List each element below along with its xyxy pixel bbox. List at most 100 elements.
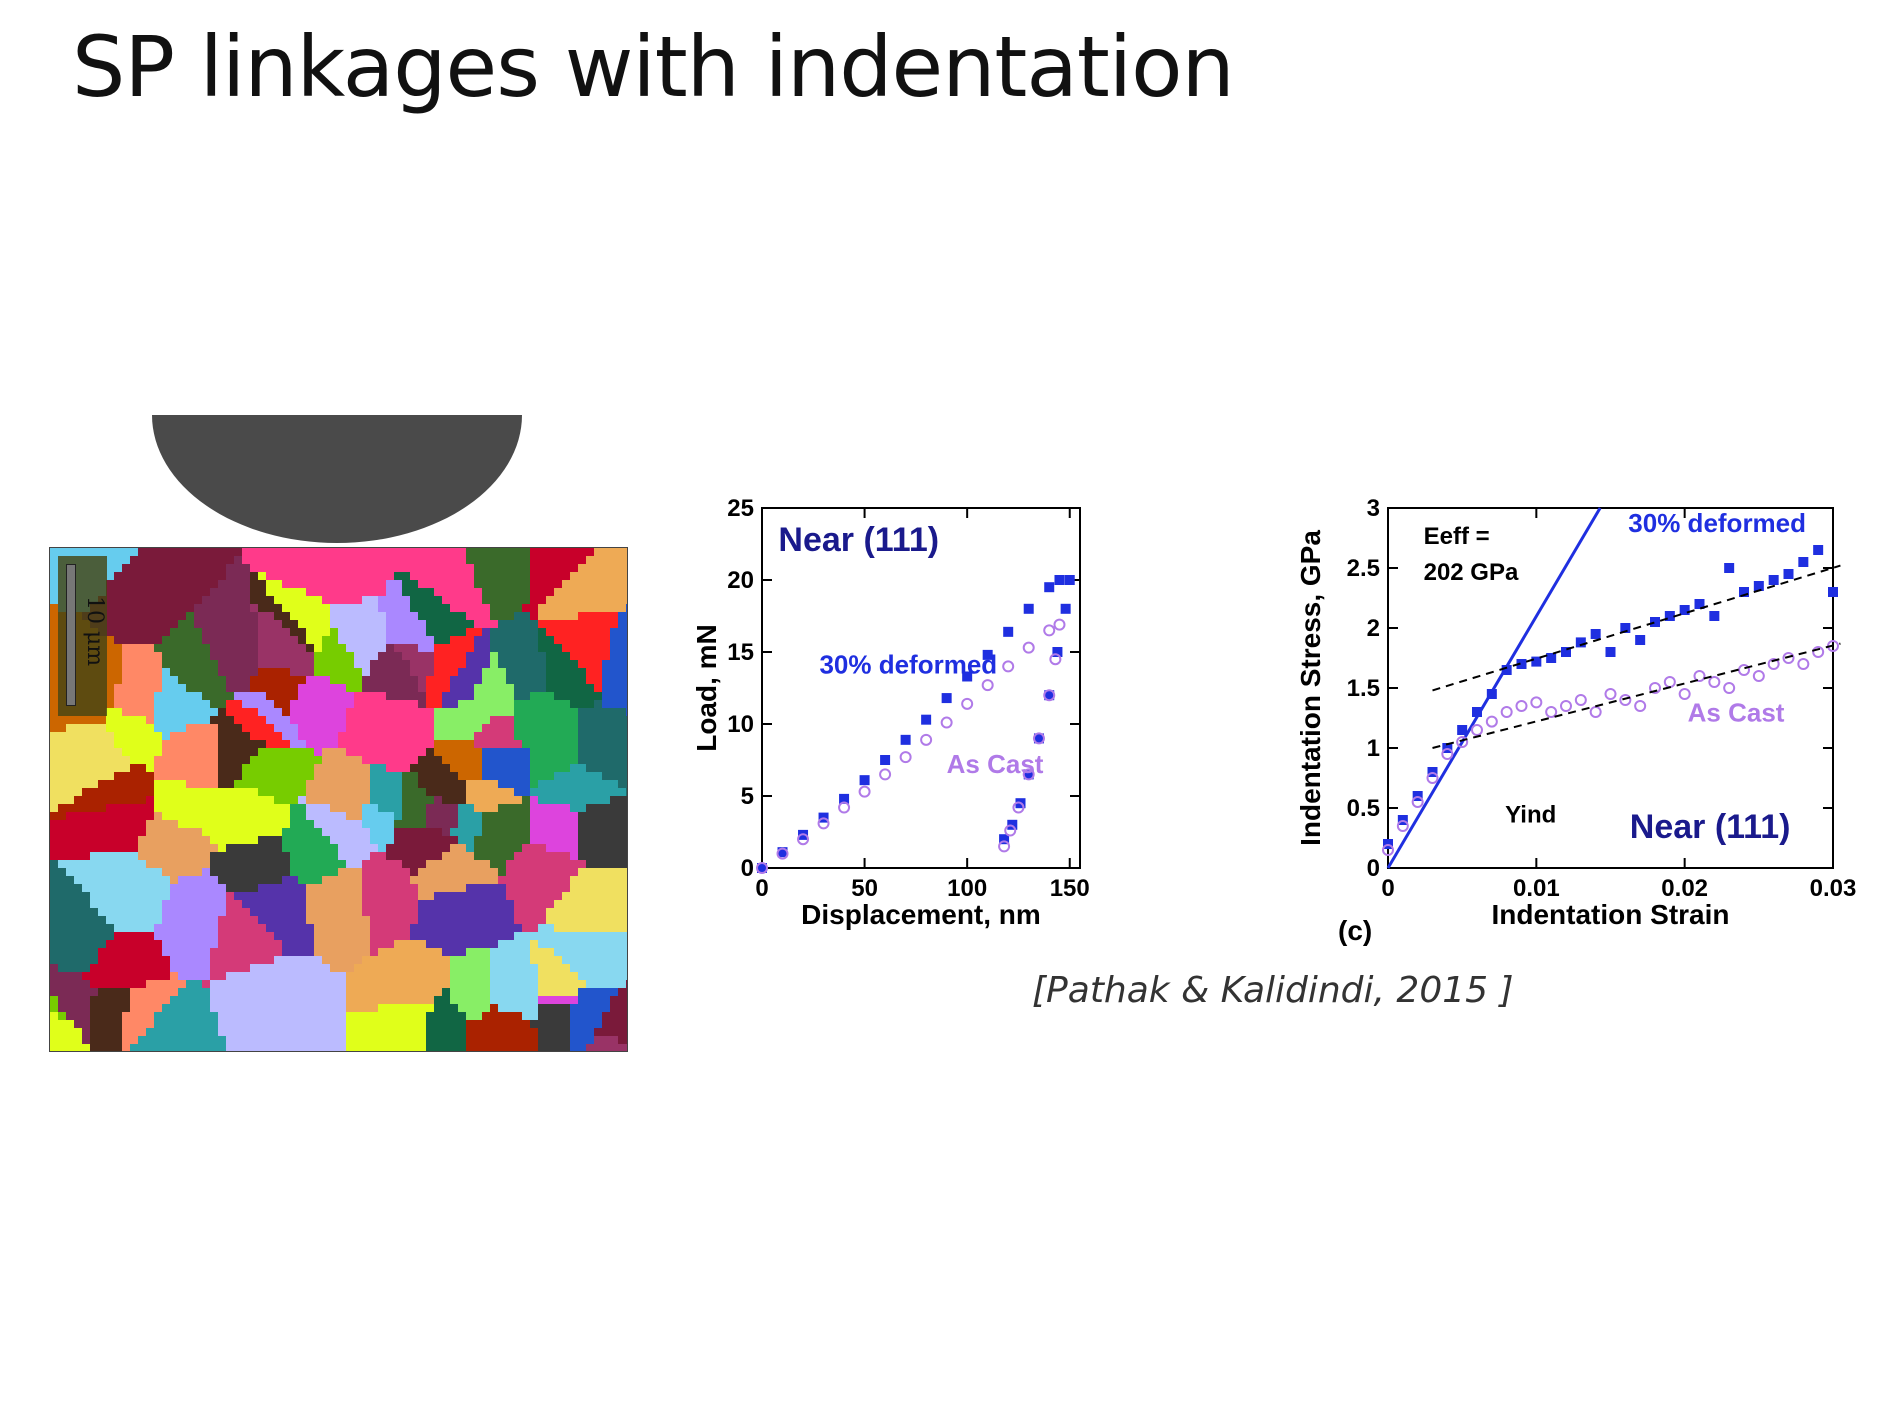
grain-cell bbox=[146, 796, 155, 805]
grain-cell bbox=[378, 1036, 387, 1045]
grain-cell bbox=[546, 964, 555, 973]
grain-cell bbox=[466, 604, 475, 613]
grain-cell bbox=[586, 940, 595, 949]
grain-cell bbox=[202, 684, 211, 693]
grain-cell bbox=[570, 828, 579, 837]
grain-cell bbox=[522, 996, 531, 1005]
data-point-circle bbox=[1560, 700, 1572, 712]
grain-cell bbox=[306, 1004, 315, 1013]
grain-cell bbox=[594, 972, 603, 981]
grain-cell bbox=[186, 812, 195, 821]
grain-cell bbox=[106, 764, 115, 773]
grain-cell bbox=[162, 628, 171, 637]
grain-cell bbox=[418, 836, 427, 845]
grain-cell bbox=[138, 820, 147, 829]
grain-cell bbox=[74, 1012, 83, 1021]
grain-cell bbox=[226, 868, 235, 877]
data-point-square bbox=[1442, 743, 1453, 753]
grain-cell bbox=[506, 924, 515, 933]
grain-cell bbox=[442, 852, 451, 861]
grain-cell bbox=[346, 828, 355, 837]
grain-cell bbox=[194, 788, 203, 797]
grain-cell bbox=[162, 596, 171, 605]
grain-cell bbox=[610, 620, 619, 629]
grain-cell bbox=[490, 668, 499, 677]
grain-cell bbox=[602, 868, 611, 877]
grain-cell bbox=[394, 804, 403, 813]
grain-cell bbox=[74, 1004, 83, 1013]
grain-cell bbox=[314, 828, 323, 837]
grain-cell bbox=[362, 668, 371, 677]
grain-cell bbox=[610, 1036, 619, 1045]
grain-cell bbox=[146, 572, 155, 581]
grain-cell bbox=[250, 708, 259, 717]
grain-cell bbox=[218, 900, 227, 909]
grain-cell bbox=[210, 1004, 219, 1013]
grain-cell bbox=[202, 788, 211, 797]
grain-cell bbox=[338, 804, 347, 813]
grain-cell bbox=[570, 644, 579, 653]
grain-cell bbox=[450, 932, 459, 941]
grain-cell bbox=[290, 852, 299, 861]
grain-cell bbox=[554, 1044, 563, 1051]
grain-cell bbox=[138, 892, 147, 901]
grain-cell bbox=[626, 652, 627, 661]
grain-cell bbox=[562, 908, 571, 917]
grain-cell bbox=[114, 676, 123, 685]
grain-cell bbox=[114, 684, 123, 693]
grain-cell bbox=[554, 692, 563, 701]
grain-cell bbox=[218, 780, 227, 789]
grain-cell bbox=[154, 964, 163, 973]
grain-cell bbox=[98, 956, 107, 965]
grain-cell bbox=[122, 772, 131, 781]
grain-cell bbox=[482, 620, 491, 629]
grain-cell bbox=[138, 852, 147, 861]
grain-cell bbox=[370, 788, 379, 797]
grain-cell bbox=[410, 620, 419, 629]
grain-cell bbox=[242, 884, 251, 893]
grain-cell bbox=[514, 732, 523, 741]
grain-cell bbox=[514, 932, 523, 941]
grain-cell bbox=[330, 620, 339, 629]
grain-cell bbox=[506, 1004, 515, 1013]
grain-cell bbox=[370, 676, 379, 685]
grain-cell bbox=[242, 596, 251, 605]
grain-cell bbox=[506, 668, 515, 677]
grain-cell bbox=[234, 604, 243, 613]
grain-cell bbox=[66, 1036, 75, 1045]
grain-cell bbox=[514, 972, 523, 981]
grain-cell bbox=[194, 548, 203, 557]
grain-cell bbox=[522, 892, 531, 901]
grain-cell bbox=[362, 924, 371, 933]
grain-cell bbox=[578, 668, 587, 677]
grain-cell bbox=[610, 716, 619, 725]
grain-cell bbox=[298, 1004, 307, 1013]
grain-cell bbox=[570, 748, 579, 757]
grain-cell bbox=[474, 1012, 483, 1021]
data-point-circle bbox=[838, 801, 851, 814]
grain-cell bbox=[186, 716, 195, 725]
grain-cell bbox=[530, 932, 539, 941]
grain-cell bbox=[394, 908, 403, 917]
grain-cell bbox=[530, 900, 539, 909]
grain-cell bbox=[322, 596, 331, 605]
grain-cell bbox=[298, 868, 307, 877]
grain-cell bbox=[322, 1036, 331, 1045]
grain-cell bbox=[258, 964, 267, 973]
grain-cell bbox=[186, 932, 195, 941]
grain-cell bbox=[314, 572, 323, 581]
grain-cell bbox=[370, 820, 379, 829]
grain-cell bbox=[66, 796, 75, 805]
grain-cell bbox=[162, 1020, 171, 1029]
grain-cell bbox=[346, 676, 355, 685]
grain-cell bbox=[434, 916, 443, 925]
grain-cell bbox=[50, 948, 59, 957]
grain-cell bbox=[330, 812, 339, 821]
grain-cell bbox=[314, 972, 323, 981]
grain-cell bbox=[370, 972, 379, 981]
grain-cell bbox=[290, 812, 299, 821]
grain-cell bbox=[346, 588, 355, 597]
grain-cell bbox=[562, 972, 571, 981]
grain-cell bbox=[506, 580, 515, 589]
grain-cell bbox=[170, 644, 179, 653]
